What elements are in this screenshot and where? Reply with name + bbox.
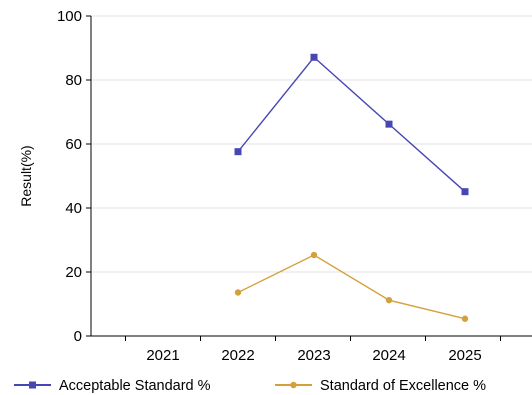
x-tick-label-2023: 2023 (297, 347, 330, 364)
gridlines (91, 15, 532, 273)
point-s1-2025 (461, 315, 469, 322)
y-tick-label-60: 60 (65, 136, 82, 153)
axes (86, 15, 532, 341)
point-s0-2024 (385, 120, 393, 128)
x-tick-label-2024: 2024 (372, 347, 405, 364)
series-line-1 (237, 254, 466, 320)
series-line-0 (237, 56, 466, 193)
y-tick-label-0: 0 (74, 328, 82, 345)
x-tick-label-2022: 2022 (221, 347, 254, 364)
legend: Acceptable Standard % Standard of Excelle… (14, 378, 486, 394)
y-axis-label: Result(%) (18, 145, 34, 206)
x-tick-label-2025: 2025 (448, 347, 481, 364)
point-s1-2024 (385, 296, 393, 304)
legend-marker-0 (29, 381, 36, 389)
legend-label-1: Standard of Excellence % (320, 378, 486, 394)
y-tick-label-80: 80 (65, 72, 82, 89)
point-s1-2022 (234, 289, 242, 296)
legend-marker-1 (290, 381, 297, 389)
point-s0-2022 (234, 148, 242, 156)
point-s1-2023 (310, 251, 318, 259)
legend-label-0: Acceptable Standard % (59, 378, 211, 394)
point-s0-2025 (461, 188, 469, 196)
y-tick-labels: 0 20 40 60 80 100 (57, 8, 82, 345)
point-s0-2023 (310, 53, 318, 61)
series-layer (234, 53, 469, 322)
x-tick-labels: 2021 2022 2023 2024 2025 (146, 347, 481, 364)
y-tick-label-20: 20 (65, 264, 82, 281)
y-tick-label-40: 40 (65, 200, 82, 217)
x-tick-label-2021: 2021 (146, 347, 179, 364)
y-tick-label-100: 100 (57, 8, 82, 25)
